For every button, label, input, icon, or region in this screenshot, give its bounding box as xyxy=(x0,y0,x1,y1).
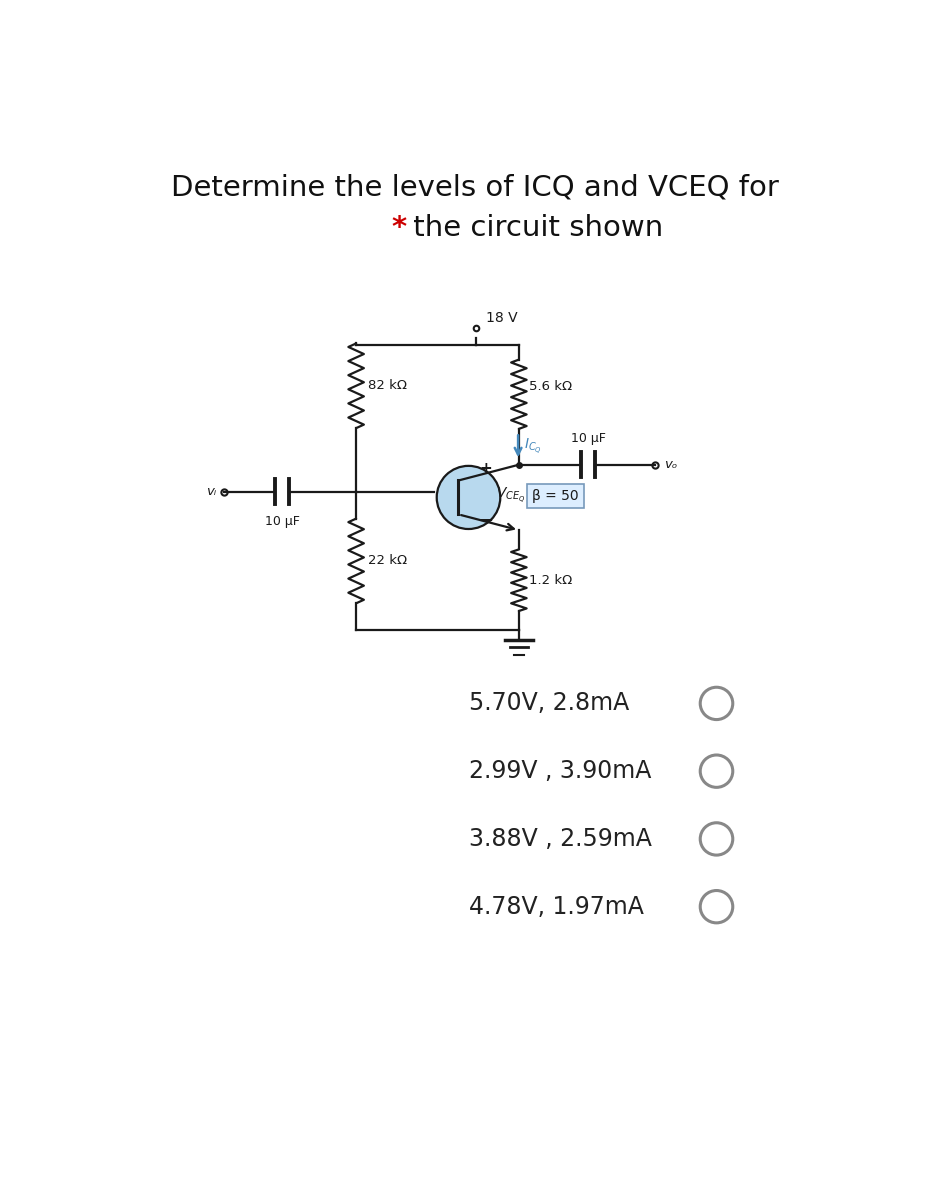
Text: 18 V: 18 V xyxy=(486,311,517,326)
Text: 5.70V, 2.8mA: 5.70V, 2.8mA xyxy=(468,691,629,715)
Text: vᵢ: vᵢ xyxy=(207,485,217,498)
Text: +: + xyxy=(479,461,492,476)
Circle shape xyxy=(437,465,501,529)
Text: Determine the levels of ICQ and VCEQ for: Determine the levels of ICQ and VCEQ for xyxy=(171,174,779,201)
Text: 22 kΩ: 22 kΩ xyxy=(368,554,407,567)
Text: 1.2 kΩ: 1.2 kΩ xyxy=(529,574,572,587)
Text: 2.99V , 3.90mA: 2.99V , 3.90mA xyxy=(468,759,651,783)
Text: 4.78V, 1.97mA: 4.78V, 1.97mA xyxy=(468,895,643,919)
Text: the circuit shown: the circuit shown xyxy=(404,214,664,243)
Text: *: * xyxy=(391,214,406,243)
Text: 5.6 kΩ: 5.6 kΩ xyxy=(529,380,572,393)
Text: 10 μF: 10 μF xyxy=(265,515,300,528)
Text: vₒ: vₒ xyxy=(664,458,678,471)
Text: $V_{CE_Q}$: $V_{CE_Q}$ xyxy=(496,487,525,506)
Text: $I_{C_Q}$: $I_{C_Q}$ xyxy=(525,437,542,456)
Text: β = 50: β = 50 xyxy=(532,489,578,503)
Text: −: − xyxy=(478,511,493,530)
Text: 3.88V , 2.59mA: 3.88V , 2.59mA xyxy=(468,826,652,851)
Text: 10 μF: 10 μF xyxy=(571,432,606,445)
Text: 82 kΩ: 82 kΩ xyxy=(368,379,407,392)
